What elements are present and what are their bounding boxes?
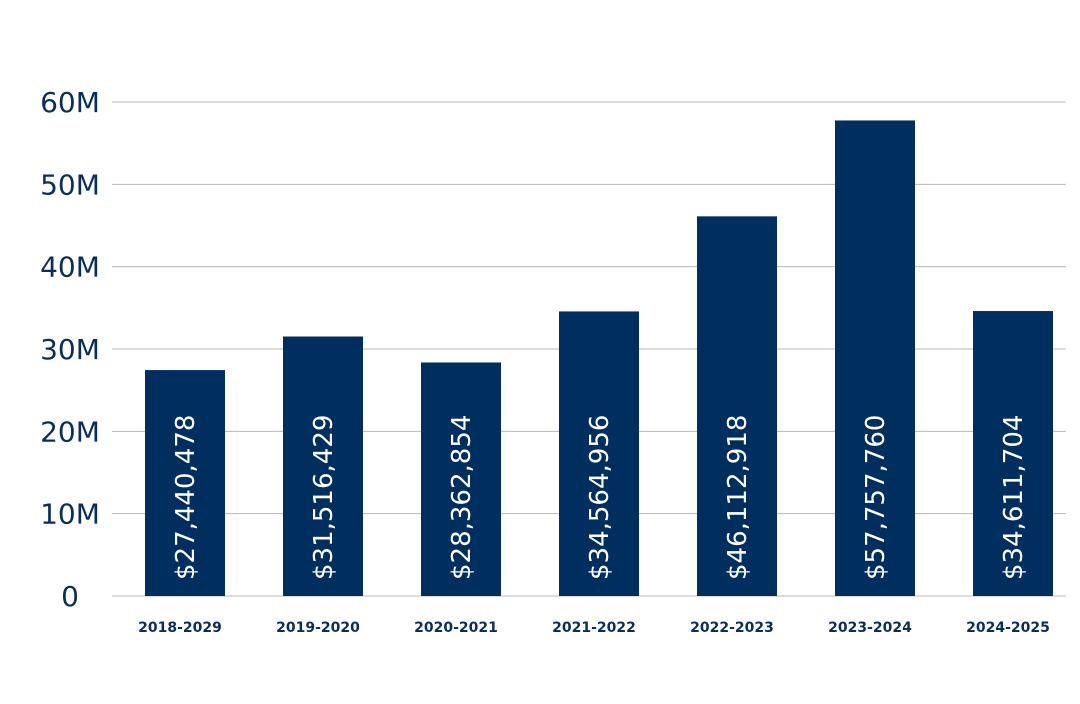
x-tick-label: 2022-2023 bbox=[690, 620, 774, 636]
x-tick-label: 2021-2022 bbox=[552, 620, 636, 636]
bar bbox=[973, 311, 1053, 596]
x-tick-label: 2024-2025 bbox=[966, 620, 1050, 636]
x-axis-ticks: 2018-2029 2019-2020 2020-2021 2021-2022 2022… bbox=[138, 620, 1050, 636]
bar-data-label: $57,757,760 bbox=[861, 415, 891, 580]
y-tick-label: 40M bbox=[40, 251, 100, 284]
bar bbox=[697, 216, 777, 596]
x-tick-label: 2023-2024 bbox=[828, 620, 912, 636]
y-axis-ticks: 0 10M 20M 30M 40M 50M 60M bbox=[40, 86, 100, 613]
bar-data-label: $46,112,918 bbox=[723, 415, 753, 580]
bar bbox=[283, 336, 363, 596]
bars bbox=[145, 120, 1053, 596]
bar bbox=[421, 362, 501, 596]
y-tick-label: 20M bbox=[40, 415, 100, 448]
bar-data-label: $34,611,704 bbox=[999, 415, 1029, 580]
bar bbox=[559, 311, 639, 596]
x-tick-label: 2018-2029 bbox=[138, 620, 222, 636]
y-tick-label: 0 bbox=[61, 580, 79, 613]
bar bbox=[835, 120, 915, 596]
bar-data-label: $34,564,956 bbox=[585, 415, 615, 580]
x-tick-label: 2019-2020 bbox=[276, 620, 360, 636]
bar bbox=[145, 370, 225, 596]
y-tick-label: 30M bbox=[40, 333, 100, 366]
y-tick-label: 10M bbox=[40, 498, 100, 531]
bar-data-label: $28,362,854 bbox=[447, 415, 477, 580]
bar-data-label: $31,516,429 bbox=[309, 415, 339, 580]
x-tick-label: 2020-2021 bbox=[414, 620, 498, 636]
y-tick-label: 50M bbox=[40, 168, 100, 201]
bar-data-labels: $27,440,478 $31,516,429 $28,362,854 $34,564… bbox=[171, 415, 1029, 580]
bar-data-label: $27,440,478 bbox=[171, 415, 201, 580]
y-tick-label: 60M bbox=[40, 86, 100, 119]
